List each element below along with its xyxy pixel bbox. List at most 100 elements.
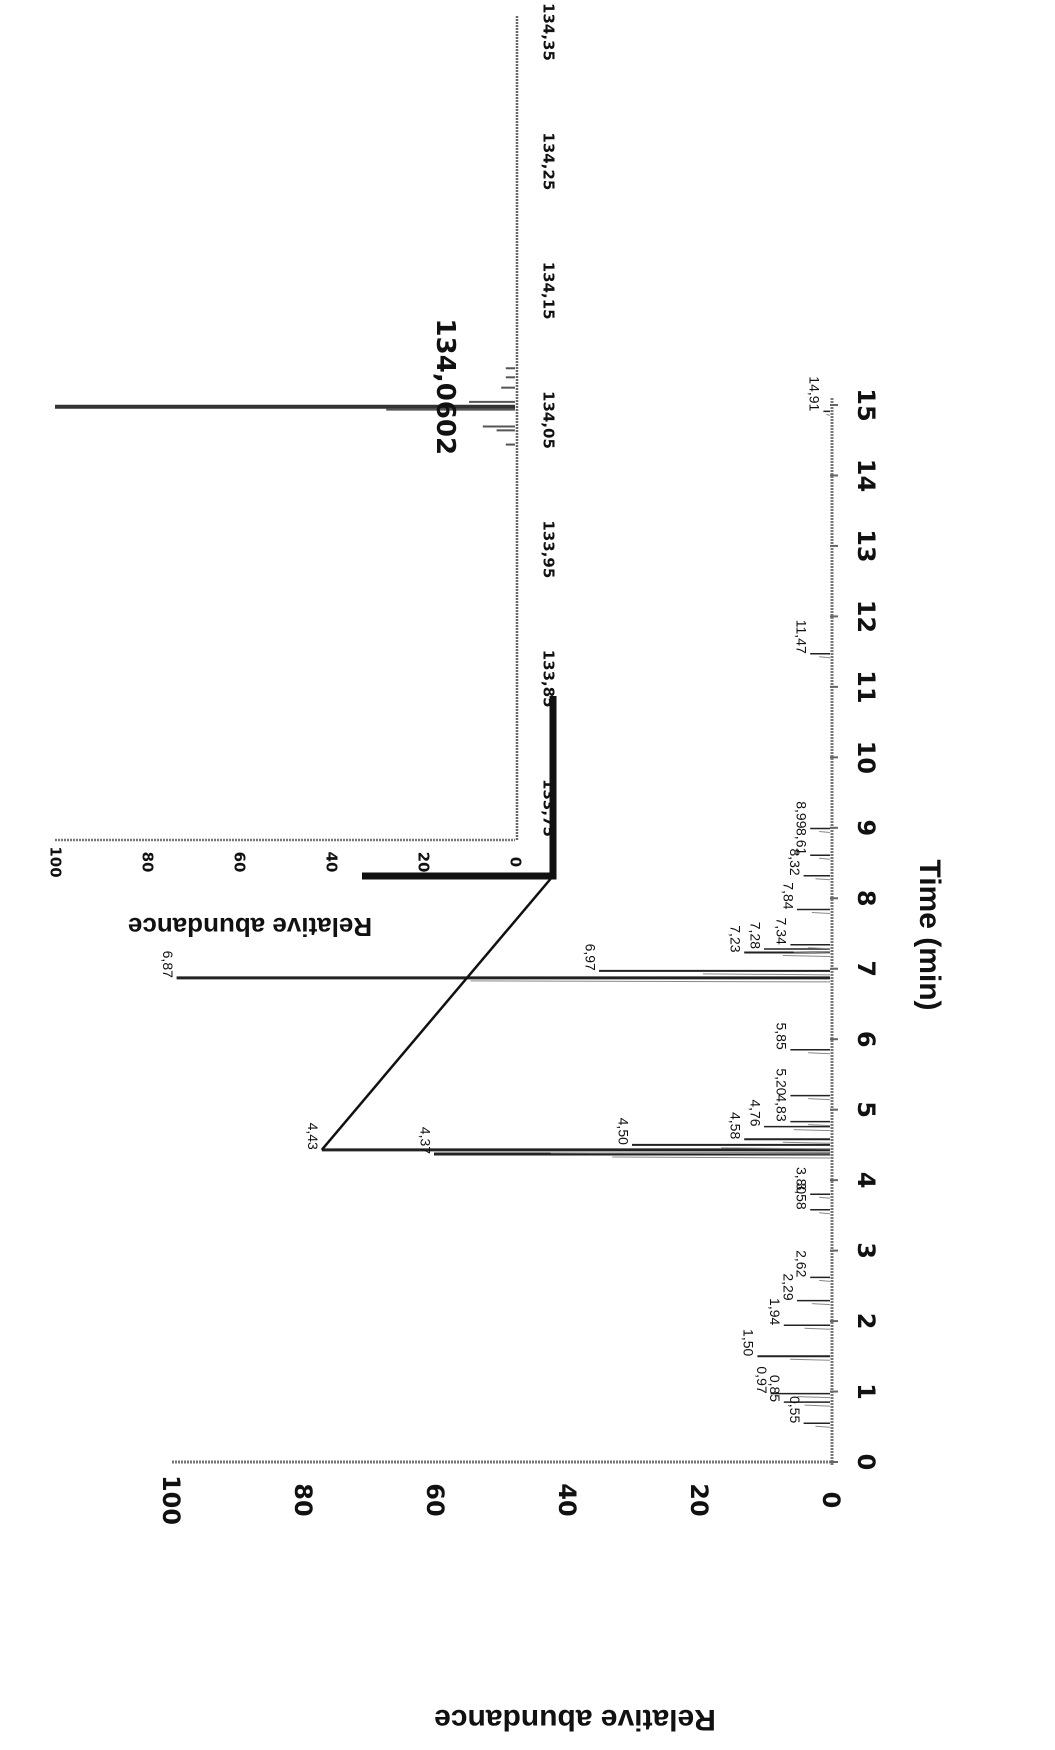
- inset-y-tick-label: 20: [415, 852, 433, 873]
- main-peak-label: 7,84: [780, 882, 796, 909]
- main-peak-shoulder: [808, 1124, 831, 1127]
- inset-x-tick-label: 134,15: [540, 262, 558, 320]
- main-peak-shoulder: [811, 912, 831, 915]
- zoom-connector: [320, 696, 557, 1151]
- inset-x-tick-label: 134,35: [540, 3, 558, 61]
- main-x-tick-label: 7: [852, 960, 880, 977]
- inset-peaks: [55, 367, 515, 446]
- main-peak-label: 8,32: [787, 848, 803, 875]
- inset-y-axis-title: Relative abundance: [128, 912, 372, 942]
- inset-bracket: [362, 696, 557, 880]
- main-peak-label: 0,97: [754, 1366, 770, 1393]
- main-peak-label: 2,29: [780, 1273, 796, 1300]
- main-x-tick-label: 13: [852, 529, 880, 562]
- main-y-ticks: 0 20 40 60 80 100: [157, 1475, 845, 1525]
- main-peak-label: 7,34: [774, 918, 790, 945]
- main-x-tick-label: 1: [852, 1383, 880, 1400]
- main-peak-shoulder: [702, 973, 831, 976]
- inset-y-ticks: 0 20 40 60 80 100: [47, 846, 525, 877]
- main-x-tick-label: 2: [852, 1313, 880, 1330]
- main-peak-shoulder: [804, 1327, 831, 1330]
- main-peak-shoulder: [819, 857, 831, 860]
- main-peak-label: 6,87: [160, 951, 176, 978]
- main-peak-shoulder: [804, 1404, 831, 1407]
- main-peak-shoulder: [782, 955, 831, 958]
- main-y-tick-label: 60: [421, 1483, 449, 1516]
- main-peak-label: 8,61: [793, 828, 809, 855]
- main-peak-labels: 0,550,850,97 1,50 1,942,292,62 3,583,80 4,37…: [160, 376, 823, 1423]
- main-peak-label: 6,97: [582, 944, 598, 971]
- main-x-tick-label: 4: [852, 1172, 880, 1189]
- main-peak-shoulder: [815, 1425, 831, 1428]
- main-peak-label: 11,47: [793, 620, 809, 654]
- main-peak-shoulder: [550, 1152, 831, 1155]
- inset-peak-label: 134,0602: [430, 319, 460, 456]
- inset-x-ticks: 133,75 133,85 133,95 134,05 134,15 134,25 134,…: [540, 3, 558, 837]
- main-x-axis-title: Time (min): [913, 859, 946, 1010]
- main-peak-label: 8,99: [793, 801, 809, 828]
- main-peak-label: 2,62: [793, 1250, 809, 1277]
- main-y-tick-label: 0: [817, 1492, 845, 1509]
- inset-x-tick-label: 133,75: [540, 779, 558, 837]
- main-x-tick-label: 12: [852, 600, 880, 633]
- inset-x-tick-label: 134,05: [540, 391, 558, 449]
- main-peak-label: 0,85: [767, 1375, 783, 1402]
- main-peak-label: 1,94: [767, 1298, 783, 1325]
- inset-y-tick-label: 100: [47, 846, 65, 877]
- connector-line: [320, 875, 554, 1151]
- main-peak-shoulder: [815, 878, 831, 881]
- main-peak-shoulder: [826, 413, 831, 416]
- main-x-tick-label: 10: [852, 741, 880, 774]
- main-peak-shoulder: [793, 1129, 831, 1132]
- main-peak-shoulder: [819, 1196, 831, 1199]
- main-y-axis-title: Relative abundance: [434, 1703, 716, 1736]
- main-peak-shoulder: [819, 831, 831, 834]
- main-peak-label: 5,20: [774, 1068, 790, 1095]
- main-x-tick-label: 0: [852, 1454, 880, 1471]
- main-peak-shoulder: [612, 1156, 831, 1159]
- main-peak-shoulder: [819, 656, 831, 659]
- inset-y-tick-label: 80: [139, 852, 157, 873]
- inset-x-tick-label: 134,25: [540, 132, 558, 190]
- main-peak-shoulder: [797, 1396, 831, 1399]
- main-peak-label: 4,83: [774, 1094, 790, 1121]
- inset-mass-spectrum: 0 20 40 60 80 100 133,75 133,85 133,95 134,05 134…: [47, 3, 558, 942]
- main-peak-label: 7,28: [747, 922, 763, 949]
- inset-x-tick-label: 133,85: [540, 650, 558, 708]
- main-peak-shoulder: [793, 951, 831, 954]
- inset-y-tick-label: 40: [323, 852, 341, 873]
- main-peak-label: 4,58: [727, 1112, 743, 1139]
- inset-y-tick-label: 60: [231, 852, 249, 873]
- main-x-tick-label: 11: [852, 670, 880, 703]
- main-peak-label: 3,58: [793, 1182, 809, 1209]
- main-peak-shoulder: [470, 980, 831, 983]
- main-y-tick-label: 40: [553, 1483, 581, 1516]
- main-peak-shoulder: [782, 1141, 831, 1144]
- main-peak-label: 4,50: [615, 1118, 631, 1145]
- main-peak-label: 4,43: [305, 1123, 321, 1150]
- main-y-tick-label: 20: [685, 1483, 713, 1516]
- main-y-tick-label: 100: [157, 1475, 185, 1525]
- main-peak-label: 7,23: [727, 925, 743, 952]
- main-x-tick-label: 3: [852, 1242, 880, 1259]
- main-x-tick-label: 5: [852, 1101, 880, 1118]
- main-peak-shoulder: [808, 1052, 831, 1055]
- main-peak-label: 1,50: [741, 1329, 757, 1356]
- main-peak-shoulder: [721, 1147, 831, 1150]
- main-peak-shoulder: [811, 1303, 831, 1306]
- main-peak-shoulder: [790, 1358, 831, 1361]
- main-peaks: [176, 410, 831, 1428]
- main-x-tick-label: 6: [852, 1031, 880, 1048]
- main-y-tick-label: 80: [289, 1483, 317, 1516]
- main-x-tick-label: 8: [852, 890, 880, 907]
- inset-y-tick-label: 0: [507, 857, 525, 867]
- main-peak-shoulder: [808, 1098, 831, 1101]
- main-peak-shoulder: [819, 1279, 831, 1282]
- main-peak-label: 14,91: [807, 376, 823, 411]
- main-x-tick-label: 14: [852, 459, 880, 492]
- main-peak-label: 5,85: [774, 1023, 790, 1050]
- main-peak-shoulder: [819, 1212, 831, 1215]
- main-peak-label: 0,55: [787, 1396, 803, 1423]
